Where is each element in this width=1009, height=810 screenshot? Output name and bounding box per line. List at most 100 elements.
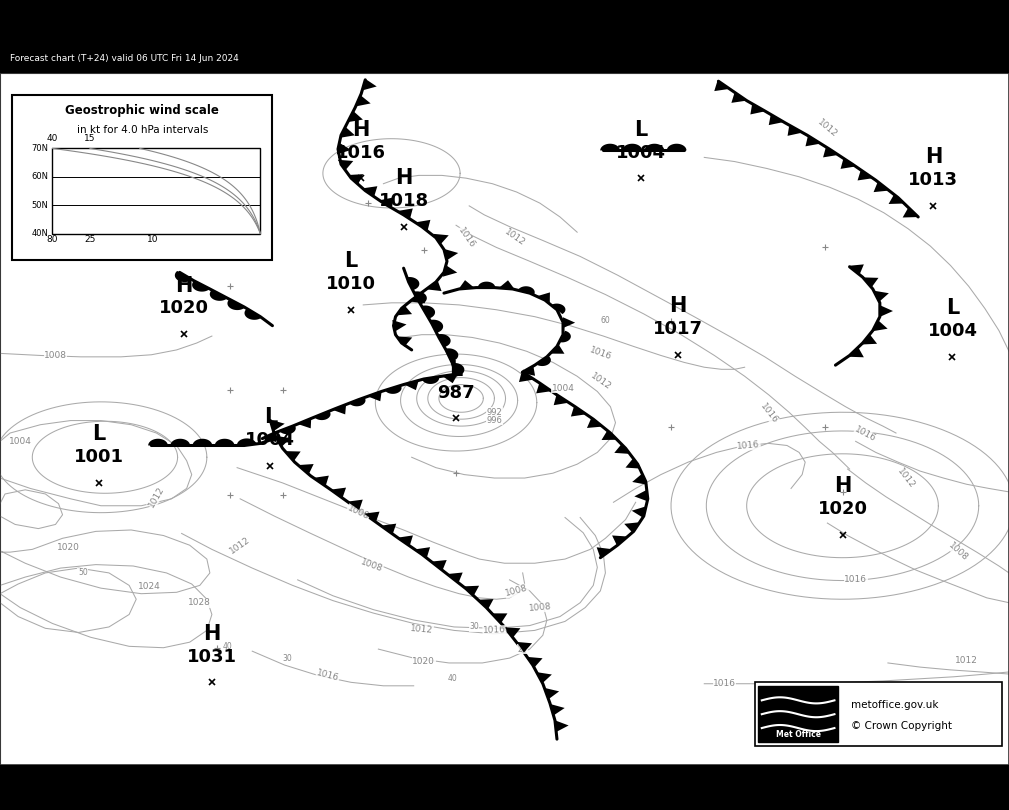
Text: L: L <box>92 424 106 445</box>
Polygon shape <box>714 81 730 91</box>
Text: 1020: 1020 <box>58 543 80 552</box>
Polygon shape <box>422 377 439 384</box>
Text: 992: 992 <box>486 407 502 417</box>
Text: 1008: 1008 <box>528 602 552 613</box>
Polygon shape <box>237 438 256 446</box>
Polygon shape <box>349 398 365 407</box>
Text: H: H <box>669 296 687 316</box>
Polygon shape <box>263 433 276 442</box>
Polygon shape <box>849 347 864 357</box>
Polygon shape <box>244 309 261 320</box>
Polygon shape <box>623 143 642 151</box>
Polygon shape <box>210 290 227 301</box>
Polygon shape <box>555 720 569 732</box>
Text: 1016: 1016 <box>854 425 878 444</box>
Polygon shape <box>889 194 904 204</box>
Polygon shape <box>227 299 245 310</box>
Bar <box>12 95 272 260</box>
Polygon shape <box>338 160 353 170</box>
Polygon shape <box>536 383 552 394</box>
Polygon shape <box>285 451 301 461</box>
Polygon shape <box>332 404 346 415</box>
Text: 1012: 1012 <box>502 228 527 248</box>
Polygon shape <box>550 344 564 354</box>
Polygon shape <box>527 657 543 667</box>
Text: 1020: 1020 <box>158 300 209 318</box>
Polygon shape <box>298 419 311 428</box>
Text: 30: 30 <box>469 622 479 632</box>
Polygon shape <box>437 334 451 347</box>
Polygon shape <box>601 430 618 440</box>
Polygon shape <box>397 336 413 347</box>
Text: L: L <box>263 407 277 427</box>
Polygon shape <box>596 548 612 558</box>
Polygon shape <box>571 406 586 416</box>
Text: 30: 30 <box>283 654 293 663</box>
Polygon shape <box>823 147 838 157</box>
Polygon shape <box>364 512 379 522</box>
Polygon shape <box>415 220 431 230</box>
Polygon shape <box>645 143 664 151</box>
Polygon shape <box>863 277 879 288</box>
Text: 1012: 1012 <box>896 467 916 490</box>
Polygon shape <box>459 280 474 289</box>
Text: 1016: 1016 <box>336 143 386 161</box>
Text: 10: 10 <box>146 235 158 244</box>
Text: Geostrophic wind scale: Geostrophic wind scale <box>66 104 219 117</box>
Polygon shape <box>355 96 370 106</box>
Text: 1012: 1012 <box>410 625 434 635</box>
Polygon shape <box>554 394 569 405</box>
Text: 1018: 1018 <box>378 192 429 210</box>
Polygon shape <box>587 418 602 428</box>
Polygon shape <box>393 320 407 331</box>
Polygon shape <box>518 286 535 294</box>
Polygon shape <box>331 488 346 498</box>
Text: 1013: 1013 <box>908 171 959 190</box>
Polygon shape <box>380 523 397 534</box>
Text: 60: 60 <box>600 317 610 326</box>
Polygon shape <box>498 280 515 289</box>
Polygon shape <box>407 277 420 290</box>
Polygon shape <box>337 143 351 155</box>
Text: 1016: 1016 <box>482 625 507 635</box>
Polygon shape <box>443 265 457 277</box>
Polygon shape <box>788 126 802 136</box>
Text: 25: 25 <box>84 235 96 244</box>
Polygon shape <box>849 264 864 275</box>
Polygon shape <box>404 381 419 390</box>
Polygon shape <box>340 127 355 138</box>
Polygon shape <box>171 439 190 446</box>
Text: 1016: 1016 <box>588 345 612 361</box>
Text: 1004: 1004 <box>552 383 574 393</box>
Polygon shape <box>544 688 559 699</box>
Polygon shape <box>559 330 571 343</box>
Polygon shape <box>433 234 449 245</box>
Text: Met Office: Met Office <box>776 731 820 740</box>
Polygon shape <box>840 158 856 168</box>
Polygon shape <box>625 522 640 533</box>
Text: 1016: 1016 <box>758 402 780 425</box>
Polygon shape <box>362 186 377 197</box>
Text: 1012: 1012 <box>815 117 839 139</box>
Polygon shape <box>536 356 551 366</box>
Polygon shape <box>517 642 532 652</box>
Polygon shape <box>522 366 535 376</box>
Text: 40: 40 <box>222 642 232 650</box>
Polygon shape <box>362 79 376 91</box>
Polygon shape <box>445 348 458 361</box>
Text: Forecast chart (T+24) valid 06 UTC Fri 14 Jun 2024: Forecast chart (T+24) valid 06 UTC Fri 1… <box>10 53 239 63</box>
Polygon shape <box>348 111 363 122</box>
Polygon shape <box>519 372 534 382</box>
Polygon shape <box>347 500 363 510</box>
Polygon shape <box>314 411 331 420</box>
Polygon shape <box>600 143 620 151</box>
Polygon shape <box>384 386 402 394</box>
Polygon shape <box>478 599 493 609</box>
Polygon shape <box>769 114 784 125</box>
Text: 1004: 1004 <box>245 431 296 449</box>
Polygon shape <box>398 208 413 219</box>
Polygon shape <box>537 672 552 683</box>
Polygon shape <box>192 281 210 292</box>
Polygon shape <box>903 207 918 218</box>
Polygon shape <box>215 439 234 446</box>
